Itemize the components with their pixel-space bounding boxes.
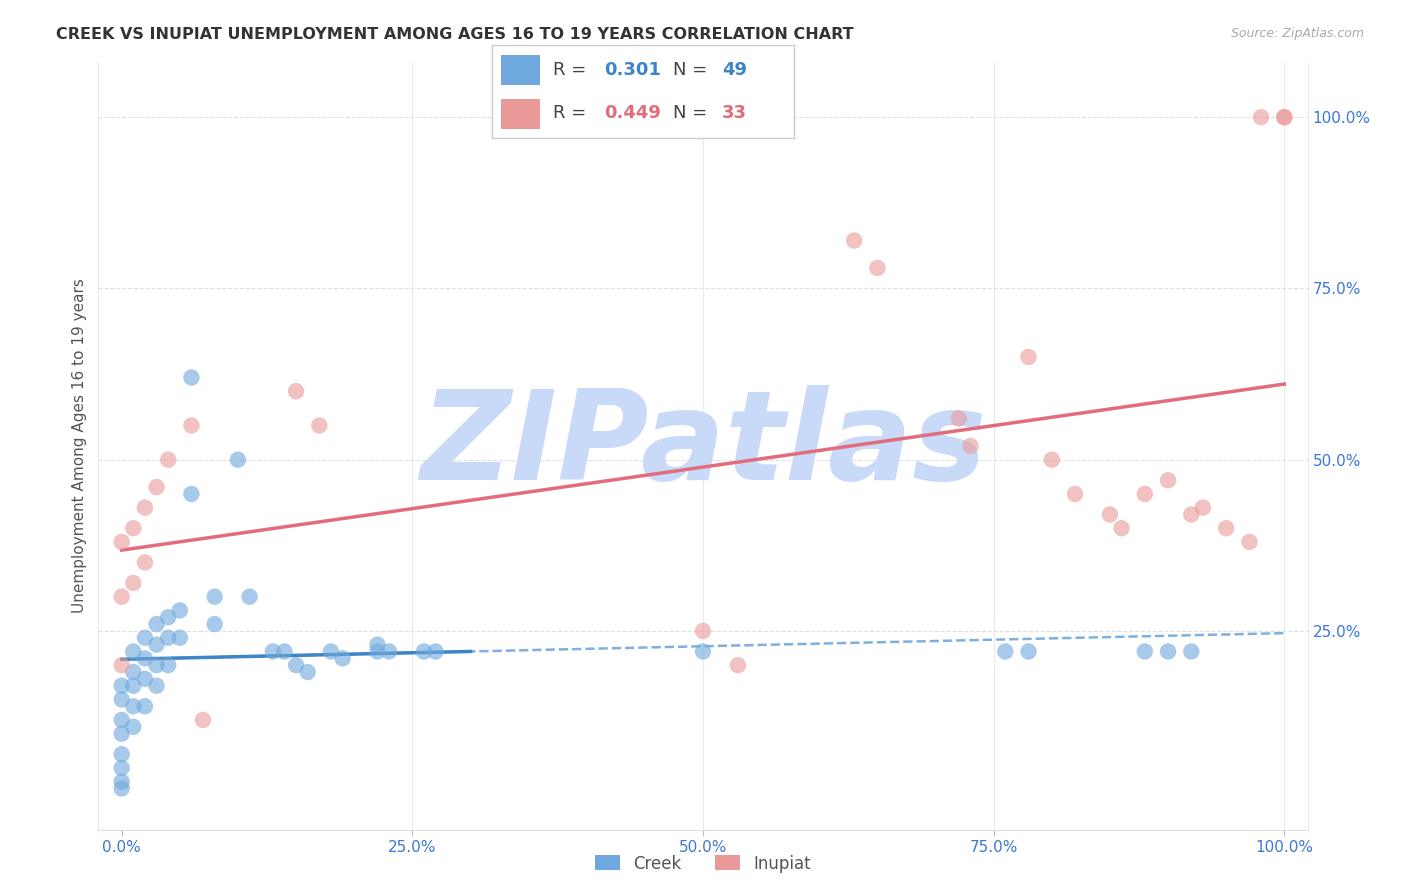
Point [413, 644, 436, 658]
Point [1180, 508, 1202, 522]
Point [297, 665, 319, 679]
Point [1098, 508, 1121, 522]
Point [1111, 521, 1133, 535]
Point [262, 644, 284, 658]
Point [1250, 110, 1272, 124]
Text: ZIPatlas: ZIPatlas [420, 385, 986, 507]
Point [111, 747, 134, 762]
Text: 33: 33 [721, 104, 747, 122]
Point [134, 631, 156, 645]
Point [1133, 644, 1156, 658]
Point [111, 774, 134, 789]
Point [157, 452, 180, 467]
Point [1157, 644, 1180, 658]
Point [273, 644, 295, 658]
Point [111, 679, 134, 693]
Point [145, 679, 167, 693]
Point [378, 644, 401, 658]
Point [844, 234, 866, 248]
Point [122, 720, 145, 734]
Point [157, 631, 180, 645]
Point [122, 644, 145, 658]
Point [111, 726, 134, 740]
Text: 0.301: 0.301 [605, 61, 661, 78]
Point [948, 411, 970, 425]
Point [1018, 644, 1040, 658]
Legend: Creek, Inupiat: Creek, Inupiat [588, 848, 818, 880]
Point [727, 658, 749, 673]
Text: CREEK VS INUPIAT UNEMPLOYMENT AMONG AGES 16 TO 19 YEARS CORRELATION CHART: CREEK VS INUPIAT UNEMPLOYMENT AMONG AGES… [56, 27, 853, 42]
Point [134, 672, 156, 686]
Point [111, 534, 134, 549]
Text: 0.449: 0.449 [605, 104, 661, 122]
Point [122, 665, 145, 679]
Point [425, 644, 447, 658]
FancyBboxPatch shape [501, 55, 540, 85]
Text: 49: 49 [721, 61, 747, 78]
Text: N =: N = [673, 61, 713, 78]
Point [169, 603, 191, 617]
Point [134, 699, 156, 714]
Point [145, 638, 167, 652]
Point [111, 781, 134, 796]
Point [204, 590, 226, 604]
Y-axis label: Unemployment Among Ages 16 to 19 years: Unemployment Among Ages 16 to 19 years [72, 278, 87, 614]
Point [111, 590, 134, 604]
Point [226, 452, 249, 467]
Point [145, 480, 167, 494]
Point [332, 651, 354, 665]
Point [169, 631, 191, 645]
Point [692, 624, 714, 638]
Point [111, 658, 134, 673]
Point [145, 617, 167, 632]
Point [1215, 521, 1237, 535]
Point [866, 260, 889, 275]
Point [1272, 110, 1295, 124]
Point [239, 590, 262, 604]
Point [111, 713, 134, 727]
Point [134, 500, 156, 515]
Point [134, 556, 156, 570]
Text: N =: N = [673, 104, 713, 122]
Point [180, 487, 202, 501]
Text: R =: R = [553, 61, 592, 78]
Point [111, 692, 134, 706]
Point [994, 644, 1017, 658]
Point [191, 713, 214, 727]
Point [1192, 500, 1215, 515]
Point [1239, 534, 1261, 549]
Point [959, 439, 981, 453]
Point [122, 521, 145, 535]
Point [366, 644, 388, 658]
FancyBboxPatch shape [501, 99, 540, 129]
Point [145, 658, 167, 673]
Point [122, 679, 145, 693]
Point [204, 617, 226, 632]
Point [122, 576, 145, 591]
Point [1018, 350, 1040, 364]
Point [111, 761, 134, 775]
Point [319, 644, 342, 658]
Point [692, 644, 714, 658]
Point [180, 370, 202, 384]
Point [157, 610, 180, 624]
Point [1157, 473, 1180, 487]
Point [1180, 644, 1202, 658]
Point [1040, 452, 1063, 467]
Point [1064, 487, 1087, 501]
Point [180, 418, 202, 433]
Point [308, 418, 330, 433]
Text: Source: ZipAtlas.com: Source: ZipAtlas.com [1230, 27, 1364, 40]
Point [1133, 487, 1156, 501]
Point [285, 384, 308, 399]
Text: R =: R = [553, 104, 592, 122]
Point [1272, 110, 1295, 124]
Point [157, 658, 180, 673]
Point [366, 638, 388, 652]
Point [285, 658, 308, 673]
Point [122, 699, 145, 714]
Point [134, 651, 156, 665]
